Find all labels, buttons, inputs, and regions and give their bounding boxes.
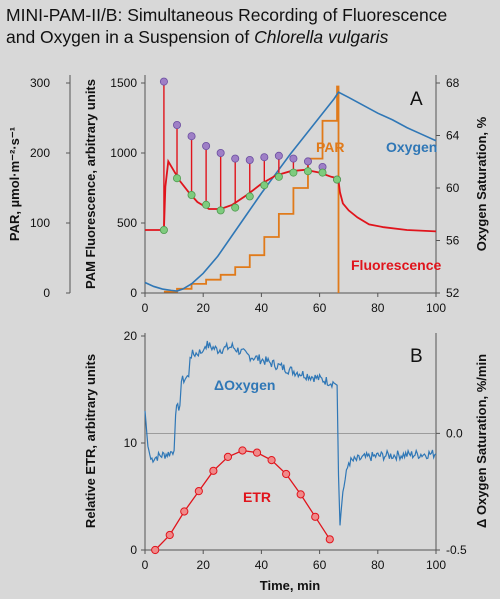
panel-b-x-tick-label: 100	[426, 558, 446, 572]
pulse-base-marker	[260, 181, 269, 190]
panel-b-label: B	[410, 346, 423, 367]
etr-series-label: ETR	[243, 489, 271, 505]
etr-marker	[267, 456, 276, 465]
fluorescence-tick-label: 500	[117, 216, 137, 230]
etr-marker	[209, 466, 218, 475]
etr-marker	[194, 487, 203, 496]
title-line-2: and Oxygen in a Suspension of Chlorella …	[6, 26, 496, 48]
fluorescence-series-label: Fluorescence	[351, 257, 441, 273]
panel-a: 0 20 40 60 80 1000100200300050010001500525660…	[7, 75, 489, 315]
pulse-base-marker	[245, 192, 254, 201]
pulse-base-marker	[289, 168, 298, 177]
etr-marker	[252, 448, 262, 457]
etr-tick-label: 10	[124, 436, 138, 450]
etr-marker	[325, 535, 334, 544]
delta-oxygen-tick-label: -0.5	[446, 543, 467, 557]
panel-a-x-tick-label: 60	[313, 301, 327, 315]
etr-marker	[311, 512, 320, 521]
title-line-2-species: Chlorella vulgaris	[254, 27, 389, 47]
par-tick-label: 0	[43, 286, 50, 300]
etr-tick-label: 0	[130, 543, 137, 557]
pulse-peak-marker	[187, 132, 196, 141]
pulse-base-marker	[187, 190, 196, 199]
etr-marker	[238, 446, 247, 455]
panel-a-x-tick-label: 80	[371, 301, 385, 315]
pulse-base-marker	[159, 225, 168, 234]
oxygen-series-label: Oxygen	[386, 139, 437, 155]
oxygen-tick-label: 68	[446, 76, 460, 90]
panel-a-x-tick-label: 20	[197, 301, 211, 315]
delta-oxygen-tick-label: 0.0	[446, 426, 463, 440]
pulse-peak-marker	[245, 155, 254, 164]
pulse-base-marker	[202, 200, 211, 209]
pulse-base-marker	[333, 175, 342, 184]
etr-marker	[223, 452, 233, 462]
panel-a-x-tick-label: 100	[426, 301, 446, 315]
pulse-base-marker	[274, 172, 283, 181]
oxygen-tick-label: 60	[446, 181, 460, 195]
time-axis-title: Time, min	[260, 578, 321, 593]
etr-marker	[180, 507, 189, 516]
panel-a-label: A	[410, 89, 423, 110]
par-tick-label: 100	[30, 216, 50, 230]
panel-b-x-tick-label: 0	[142, 558, 149, 572]
etr-marker	[151, 545, 160, 555]
delta-oxygen-series-label: ΔOxygen	[214, 377, 275, 393]
pulse-peak-marker	[159, 77, 168, 86]
panel-b-x-tick-label: 20	[197, 558, 211, 572]
par-series-label: PAR	[316, 139, 345, 155]
oxygen-axis-title: Oxygen Saturation, %	[474, 116, 489, 251]
pulse-base-marker	[216, 206, 225, 215]
panel-b-x-tick-label: 60	[313, 558, 327, 572]
pulse-peak-marker	[202, 141, 211, 150]
etr-marker	[282, 469, 291, 479]
pulse-peak-marker	[260, 153, 269, 162]
fluorescence-tick-label: 1000	[110, 146, 137, 160]
fluorescence-axis-title: PAM Fluorescence, arbitrary units	[83, 79, 98, 289]
title-line-2-prefix: and Oxygen in a Suspension of	[6, 27, 255, 47]
pulse-base-marker	[303, 167, 312, 176]
pulse-base-marker	[173, 174, 182, 183]
delta-oxygen-line	[144, 340, 437, 526]
pulse-peak-marker	[216, 148, 225, 157]
pulse-peak-marker	[289, 154, 298, 163]
par-tick-label: 200	[30, 146, 50, 160]
pulse-peak-marker	[274, 151, 283, 160]
par-staircase	[163, 85, 340, 293]
etr-marker	[165, 530, 174, 540]
etr-marker	[296, 490, 305, 499]
panel-a-x-tick-label: 40	[255, 301, 269, 315]
oxygen-line	[144, 91, 437, 292]
etr-tick-label: 20	[124, 329, 138, 343]
pulse-peak-marker	[303, 157, 312, 166]
delta-oxygen-axis-title: Δ Oxygen Saturation, %/min	[474, 354, 489, 528]
pulse-peak-marker	[231, 154, 240, 163]
oxygen-tick-label: 56	[446, 234, 460, 248]
panel-b-x-tick-label: 80	[371, 558, 385, 572]
etr-axis-title: Relative ETR, arbitrary units	[83, 354, 98, 528]
chart-title: MINI-PAM-II/B: Simultaneous Recording of…	[6, 4, 496, 48]
panel-a-x-tick-label: 0	[142, 301, 149, 315]
oxygen-tick-label: 64	[446, 129, 460, 143]
par-tick-label: 300	[30, 76, 50, 90]
pulse-base-marker	[318, 168, 327, 177]
title-line-1: MINI-PAM-II/B: Simultaneous Recording of…	[6, 5, 448, 25]
fluorescence-tick-label: 0	[130, 286, 137, 300]
par-axis-title: PAR, µmol·m⁻²·s⁻¹	[7, 127, 22, 241]
pulse-base-marker	[231, 203, 240, 212]
panel-b-x-tick-label: 40	[255, 558, 269, 572]
panel-b: 0 20 40 60 80 100 0 10 20 0.0 -0.5 B ΔOxygen ETR R…	[83, 329, 489, 593]
oxygen-tick-label: 52	[446, 286, 460, 300]
fluorescence-tick-label: 1500	[110, 76, 137, 90]
pulse-peak-marker	[173, 121, 182, 130]
